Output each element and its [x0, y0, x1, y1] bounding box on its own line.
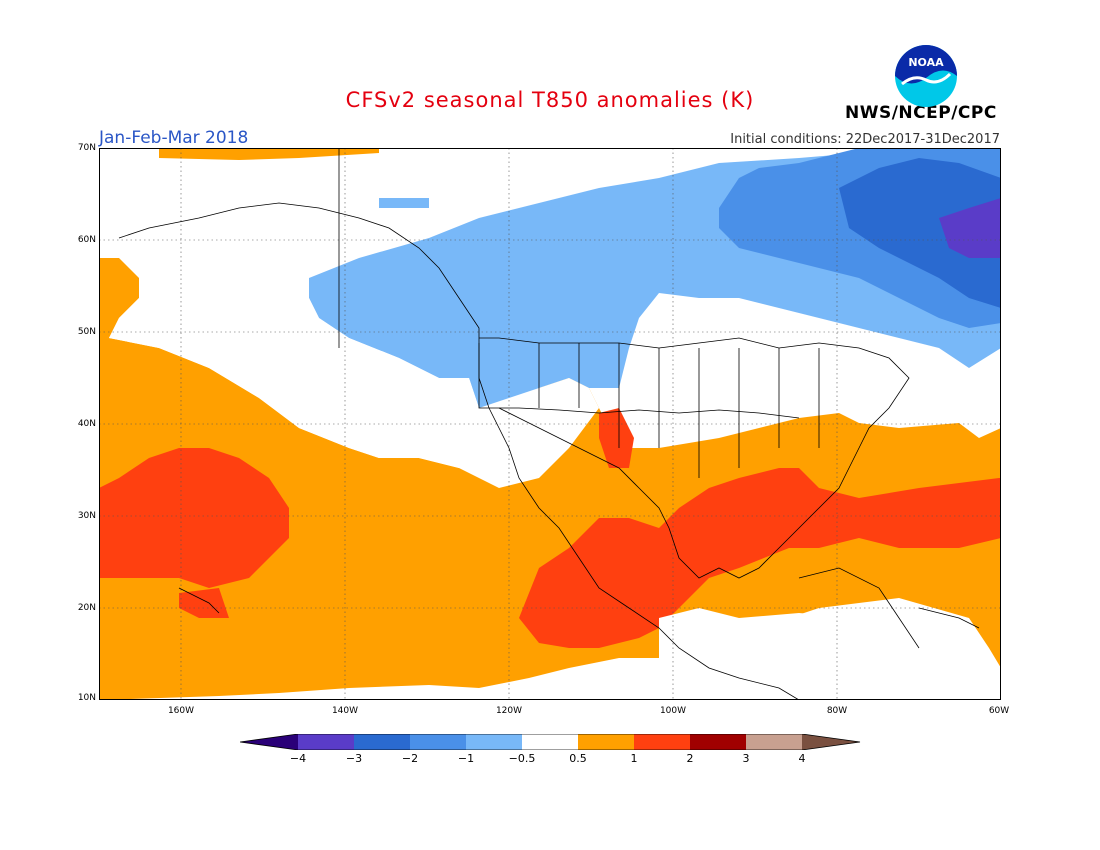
lon-label: 60W — [988, 706, 1010, 716]
warm-anomaly-region — [99, 258, 1001, 700]
colorbar-segment — [746, 734, 802, 750]
colorbar-segment — [466, 734, 522, 750]
graticule — [99, 148, 1001, 700]
lon-label: 120W — [495, 706, 523, 716]
lat-label: 60N — [77, 235, 96, 245]
colorbar-segment — [410, 734, 466, 750]
colorbar-label: −3 — [345, 752, 363, 765]
colorbar-label: 0.5 — [569, 752, 587, 765]
hot-anomaly-region-gulf — [519, 468, 1001, 648]
colorbar-segment — [354, 734, 410, 750]
lat-label: 70N — [77, 143, 96, 153]
colorbar-label: −0.5 — [508, 752, 536, 765]
colorbar-label: 4 — [798, 752, 806, 765]
colorbar-label: 3 — [742, 752, 750, 765]
colorbar-segment — [578, 734, 634, 750]
agency-label: NWS/NCEP/CPC — [845, 103, 997, 123]
colorbar-segment — [522, 734, 578, 750]
logo-text: NOAA — [908, 56, 944, 69]
lat-label: 40N — [77, 419, 96, 429]
lon-label: 100W — [659, 706, 687, 716]
hot-anomaly-region-pacific — [99, 448, 289, 588]
coastlines — [118, 148, 980, 700]
colorbar-label: −1 — [457, 752, 475, 765]
colorbar-segment — [240, 734, 298, 750]
colorbar-segment — [298, 734, 354, 750]
lon-label: 160W — [167, 706, 195, 716]
anomaly-map — [99, 148, 1001, 700]
forecast-period: Jan-Feb-Mar 2018 — [99, 128, 249, 148]
lat-label: 30N — [77, 511, 96, 521]
colorbar-label: −2 — [401, 752, 419, 765]
lat-label: 50N — [77, 327, 96, 337]
colorbar-label: 2 — [686, 752, 694, 765]
colorbar-label: −4 — [289, 752, 307, 765]
colorbar-label: 1 — [630, 752, 638, 765]
colorbar — [240, 734, 861, 750]
initial-conditions: Initial conditions: 22Dec2017-31Dec2017 — [730, 132, 1000, 147]
colorbar-segment — [802, 734, 860, 750]
noaa-logo-icon: NOAA — [895, 45, 957, 107]
lat-label: 10N — [77, 693, 96, 703]
lat-label: 20N — [77, 603, 96, 613]
lon-label: 140W — [331, 706, 359, 716]
colorbar-segment — [634, 734, 690, 750]
colorbar-segment — [690, 734, 746, 750]
lon-label: 80W — [826, 706, 848, 716]
chart-title: CFSv2 seasonal T850 anomalies (K) — [345, 88, 755, 112]
